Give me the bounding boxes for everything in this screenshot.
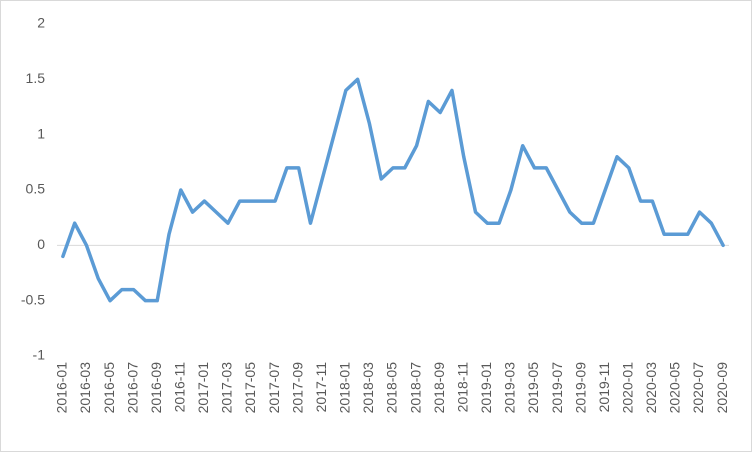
line (61, 77, 725, 303)
x-tick-label: 2018-09 (431, 362, 447, 414)
x-tick-label: 2017-09 (289, 362, 305, 414)
x-tick-label: 2018-05 (384, 362, 400, 414)
x-tick-label: 2019-03 (502, 362, 518, 414)
x-tick-label: 2020-01 (619, 362, 635, 414)
y-tick-label: -0.5 (21, 291, 45, 307)
x-tick-label: 2016-05 (101, 362, 117, 414)
y-tick-label: 0.5 (26, 181, 46, 197)
x-tick-label: 2020-03 (643, 362, 659, 414)
y-tick-label: 1.5 (26, 70, 46, 86)
x-tick-label: 2017-03 (219, 362, 235, 414)
x-tick-label: 2020-09 (714, 362, 730, 414)
x-tick-label: 2018-07 (407, 362, 423, 414)
x-tick-label: 2016-09 (148, 362, 164, 414)
y-tick-label: 1 (37, 125, 45, 141)
x-tick-label: 2019-11 (596, 362, 612, 413)
y-tick-label: 0 (37, 236, 45, 252)
y-tick-label: 2 (37, 15, 45, 31)
x-tick-label: 2018-03 (360, 362, 376, 414)
x-tick-label: 2018-01 (337, 362, 353, 414)
x-tick-label: 2017-05 (242, 362, 258, 414)
x-tick-label: 2016-07 (124, 362, 140, 414)
x-tick-label: 2020-07 (690, 362, 706, 414)
y-tick-label: -1 (33, 347, 46, 363)
x-tick-label: 2016-03 (77, 362, 93, 414)
x-tick-label: 2018-11 (454, 362, 470, 413)
x-tick-label: 2019-07 (549, 362, 565, 414)
x-tick-label: 2017-07 (266, 362, 282, 414)
x-tick-label: 2019-09 (572, 362, 588, 414)
x-tick-label: 2019-01 (478, 362, 494, 414)
x-tick-label: 2016-01 (54, 362, 70, 414)
x-tick-label: 2016-11 (171, 362, 187, 413)
x-tick-label: 2020-05 (667, 362, 683, 414)
x-tick-label: 2019-05 (525, 362, 541, 414)
x-tick-label: 2017-11 (313, 362, 329, 413)
x-tick-label: 2017-01 (195, 362, 211, 414)
